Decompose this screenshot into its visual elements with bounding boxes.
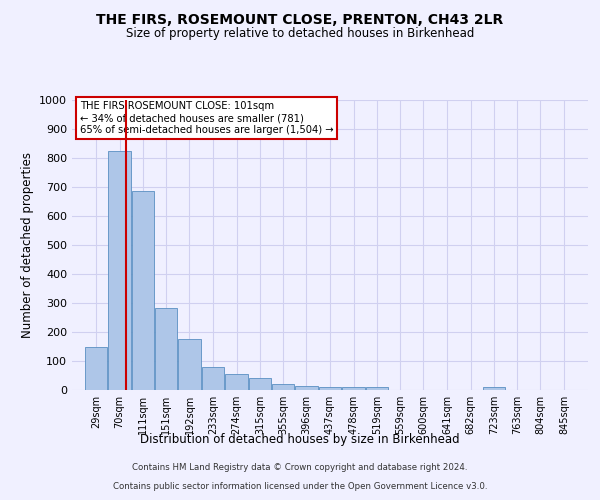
Bar <box>342 387 365 390</box>
Bar <box>319 387 341 390</box>
Text: Contains HM Land Registry data © Crown copyright and database right 2024.: Contains HM Land Registry data © Crown c… <box>132 464 468 472</box>
Bar <box>202 367 224 390</box>
Bar <box>248 378 271 390</box>
Bar <box>108 151 131 390</box>
Bar <box>178 339 201 390</box>
Text: Size of property relative to detached houses in Birkenhead: Size of property relative to detached ho… <box>126 28 474 40</box>
Text: THE FIRS ROSEMOUNT CLOSE: 101sqm
← 34% of detached houses are smaller (781)
65% : THE FIRS ROSEMOUNT CLOSE: 101sqm ← 34% o… <box>80 102 334 134</box>
Bar <box>85 346 107 390</box>
Bar <box>225 374 248 390</box>
Bar <box>482 387 505 390</box>
Y-axis label: Number of detached properties: Number of detached properties <box>20 152 34 338</box>
Bar <box>155 308 178 390</box>
Text: Distribution of detached houses by size in Birkenhead: Distribution of detached houses by size … <box>140 432 460 446</box>
Bar <box>365 387 388 390</box>
Bar <box>272 384 295 390</box>
Bar <box>295 386 318 390</box>
Text: THE FIRS, ROSEMOUNT CLOSE, PRENTON, CH43 2LR: THE FIRS, ROSEMOUNT CLOSE, PRENTON, CH43… <box>97 12 503 26</box>
Text: Contains public sector information licensed under the Open Government Licence v3: Contains public sector information licen… <box>113 482 487 491</box>
Bar <box>131 192 154 390</box>
